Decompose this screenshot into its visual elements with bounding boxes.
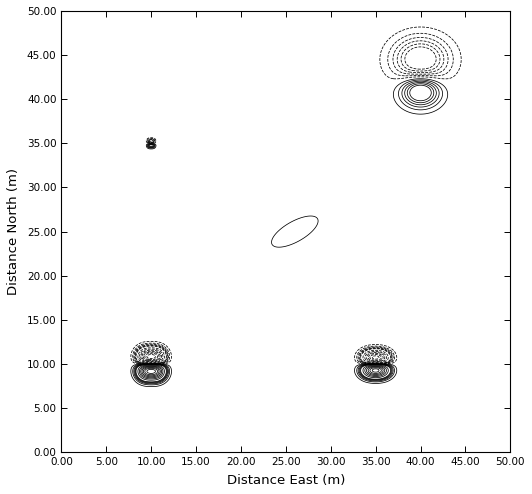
Y-axis label: Distance North (m): Distance North (m)	[7, 168, 20, 295]
X-axis label: Distance East (m): Distance East (m)	[227, 474, 345, 487]
